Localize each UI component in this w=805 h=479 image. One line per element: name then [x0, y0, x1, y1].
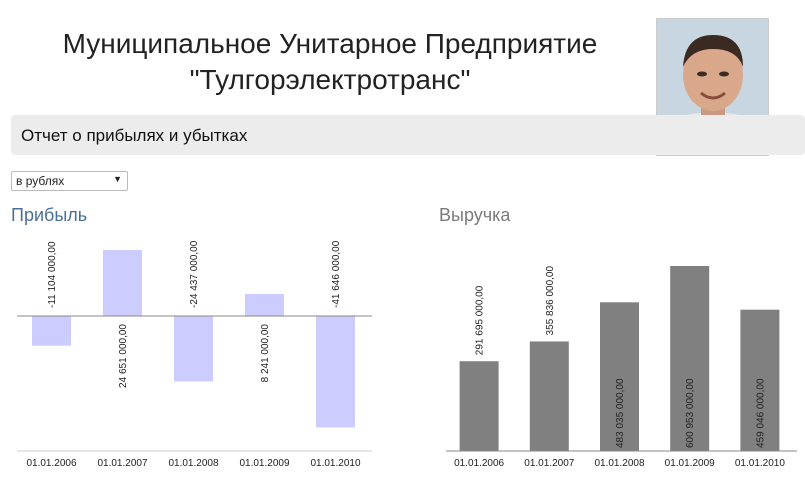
revenue-category-label-5: 01.01.2010	[735, 458, 785, 469]
profit-bar-5	[316, 316, 355, 428]
chevron-down-icon: ▼	[113, 174, 122, 184]
page-title-line2: "Тулгорэлектротранс"	[189, 64, 471, 95]
revenue-value-label-4: 600 953 000,00	[685, 378, 696, 448]
profit-category-label-1: 01.01.2006	[26, 458, 76, 469]
profit-category-label-4: 01.01.2009	[239, 458, 289, 469]
revenue-category-label-2: 01.01.2007	[524, 458, 574, 469]
revenue-bar-1	[459, 361, 499, 451]
profit-value-label-1: -11 104 000,00	[47, 241, 58, 308]
revenue-value-label-3: 483 035 000,00	[615, 378, 626, 448]
unit-select[interactable]: в рублях ▼	[11, 171, 128, 191]
revenue-value-label-2: 355 836 000,00	[545, 266, 556, 336]
profit-value-label-3: -24 437 000,00	[189, 240, 200, 308]
revenue-category-label-4: 01.01.2009	[665, 458, 715, 469]
profit-value-label-2: 24 651 000,00	[118, 324, 129, 388]
profit-category-label-3: 01.01.2008	[168, 458, 218, 469]
profit-bar-1	[32, 316, 71, 346]
revenue-bar-4	[670, 266, 710, 451]
revenue-bar-2	[529, 341, 569, 451]
report-title: Отчет о прибылях и убытках	[21, 126, 248, 145]
page-title-line1: Муниципальное Унитарное Предприятие	[62, 28, 598, 59]
profit-value-label-4: 8 241 000,00	[260, 324, 271, 383]
revenue-value-label-1: 291 695 000,00	[475, 285, 486, 355]
revenue-category-label-3: 01.01.2008	[594, 458, 644, 469]
revenue-bar-5	[740, 309, 780, 451]
profit-bar-4	[245, 293, 284, 316]
revenue-chart-title: Выручка	[439, 205, 511, 225]
profit-bar-3	[174, 316, 213, 382]
profit-value-label-5: -41 646 000,00	[331, 240, 342, 308]
report-title-bar: Отчет о прибылях и убытках	[11, 115, 805, 155]
profit-category-label-2: 01.01.2007	[97, 458, 147, 469]
profit-category-label-5: 01.01.2010	[310, 458, 360, 469]
revenue-bar-3	[600, 302, 639, 451]
unit-select-value: в рублях	[16, 174, 65, 188]
page-title: Муниципальное Унитарное Предприятие "Тул…	[10, 26, 650, 98]
profit-chart-title: Прибыль	[11, 205, 88, 225]
revenue-category-label-1: 01.01.2006	[454, 458, 504, 469]
revenue-value-label-5: 459 046 000,00	[755, 378, 766, 448]
profit-bar-2	[103, 250, 142, 316]
